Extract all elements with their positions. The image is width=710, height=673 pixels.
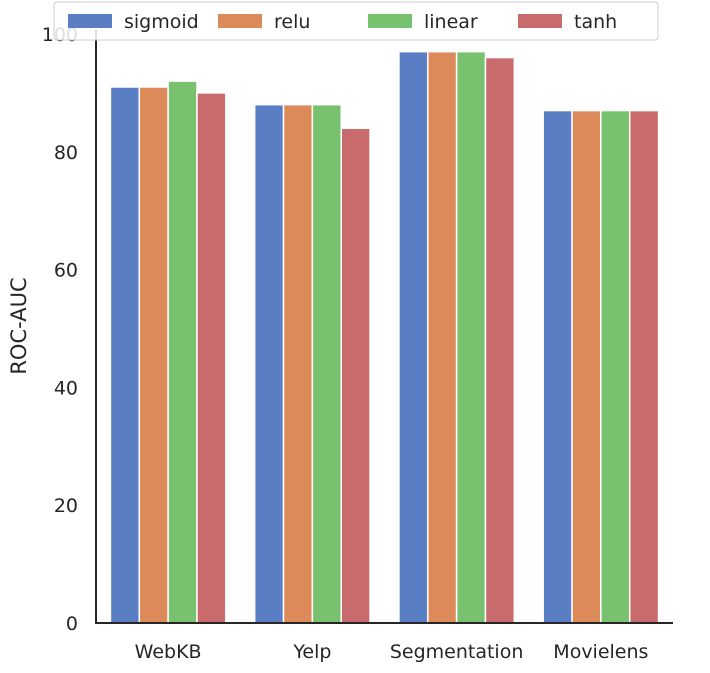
bar-relu-movielens — [571, 109, 602, 624]
y-tick-label-80: 80 — [54, 142, 78, 164]
y-tick-label-60: 60 — [54, 260, 78, 282]
bar-linear-webkb — [167, 80, 198, 624]
x-tick-label-segmentation: Segmentation — [390, 641, 524, 663]
legend-swatch-relu — [218, 14, 262, 28]
y-tick-label-0: 0 — [66, 613, 78, 635]
y-axis-title: ROC-AUC — [7, 277, 31, 374]
legend-swatch-tanh — [518, 14, 562, 28]
bar-tanh-segmentation — [484, 56, 516, 624]
x-tick-label-webkb: WebKB — [135, 641, 202, 663]
bar-linear-movielens — [600, 109, 631, 624]
bar-sigmoid-yelp — [253, 103, 285, 624]
y-tick-label-20: 20 — [54, 495, 78, 517]
bar-relu-yelp — [282, 103, 314, 624]
bar-sigmoid-movielens — [542, 109, 573, 624]
bars-layer — [109, 50, 660, 624]
x-ticks-layer: WebKB Yelp Segmentation Movielens — [135, 641, 649, 663]
x-tick-label-movielens: Movielens — [553, 641, 648, 663]
bar-sigmoid-webkb — [109, 86, 141, 624]
bar-relu-webkb — [138, 86, 169, 624]
y-ticks-layer: 020406080100 — [42, 24, 78, 635]
legend-label-tanh: tanh — [574, 11, 617, 33]
legend-swatch-linear — [368, 14, 412, 28]
legend-label-linear: linear — [424, 11, 478, 33]
bar-sigmoid-segmentation — [398, 50, 429, 624]
bar-tanh-movielens — [628, 109, 660, 624]
bar-tanh-webkb — [196, 92, 227, 624]
y-tick-label-40: 40 — [54, 377, 78, 399]
bar-tanh-yelp — [340, 127, 371, 624]
bar-linear-yelp — [311, 103, 342, 624]
bar-relu-segmentation — [427, 50, 458, 624]
legend-label-sigmoid: sigmoid — [124, 11, 199, 33]
legend: sigmoid relu linear tanh — [53, 1, 659, 41]
legend-label-relu: relu — [274, 11, 310, 33]
bar-linear-segmentation — [455, 50, 487, 624]
legend-box — [53, 1, 659, 41]
legend-swatch-sigmoid — [68, 14, 112, 28]
x-tick-label-yelp: Yelp — [292, 641, 331, 663]
